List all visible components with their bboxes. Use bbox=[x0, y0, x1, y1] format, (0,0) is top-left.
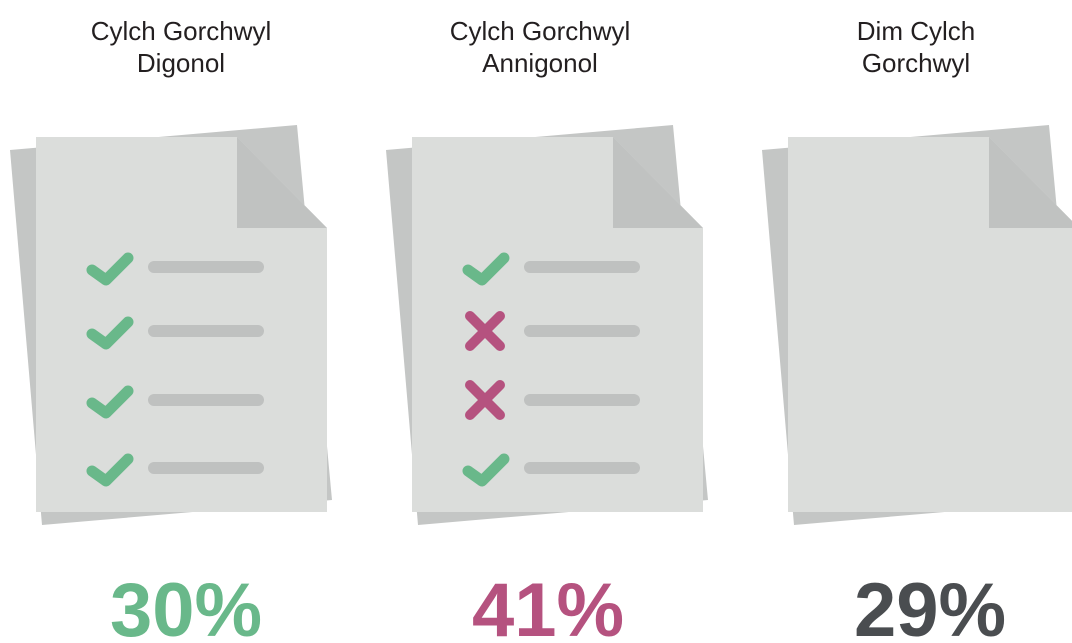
document-complete bbox=[10, 125, 332, 525]
label-line: Dim Cylch bbox=[857, 16, 975, 46]
label-line: Cylch Gorchwyl bbox=[450, 16, 631, 46]
label-line: Digonol bbox=[137, 48, 225, 78]
document-incomplete bbox=[386, 125, 708, 525]
label-line: Cylch Gorchwyl bbox=[91, 16, 272, 46]
document-empty bbox=[762, 125, 1072, 525]
percentage: 41% bbox=[472, 568, 624, 643]
percentage: 29% bbox=[854, 568, 1006, 643]
label-line: Annigonol bbox=[482, 48, 598, 78]
label-line: Gorchwyl bbox=[862, 48, 970, 78]
percentage: 30% bbox=[110, 568, 262, 643]
